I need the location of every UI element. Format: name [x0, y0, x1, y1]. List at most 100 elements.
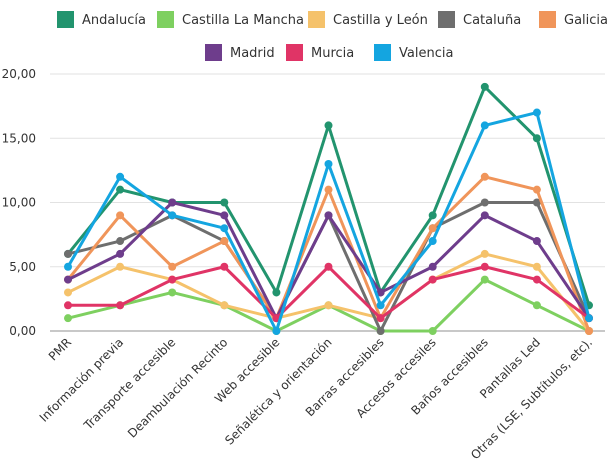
- data-point: [168, 288, 177, 297]
- data-point: [64, 249, 72, 258]
- data-point: [532, 301, 541, 310]
- data-point: [480, 198, 489, 207]
- data-point: [220, 301, 229, 310]
- data-point: [324, 159, 333, 168]
- data-point: [480, 262, 489, 271]
- data-point: [220, 224, 229, 233]
- legend-swatch: [308, 11, 325, 28]
- data-point: [532, 198, 541, 207]
- data-point: [64, 301, 72, 310]
- legend-label: Cataluña: [463, 13, 521, 28]
- data-point: [324, 262, 333, 271]
- data-point: [428, 237, 437, 246]
- data-point: [324, 121, 333, 130]
- legend-swatch: [286, 44, 303, 61]
- grid: [50, 73, 605, 332]
- data-point: [272, 327, 281, 335]
- data-point: [324, 185, 333, 194]
- y-tick-label: 5,00: [9, 260, 36, 274]
- data-point: [480, 121, 489, 130]
- data-point: [168, 275, 177, 284]
- data-point: [585, 327, 593, 335]
- data-point: [532, 108, 541, 117]
- data-point: [428, 327, 437, 335]
- x-tick-label: PMR: [46, 335, 74, 363]
- data-point: [480, 82, 489, 91]
- data-point: [324, 211, 333, 220]
- legend-item: Castilla La Mancha: [157, 11, 304, 28]
- data-point: [585, 314, 593, 323]
- legend-label: Galicia: [564, 13, 608, 28]
- legend-item: Valencia: [374, 44, 453, 61]
- data-point: [220, 237, 229, 246]
- data-point: [428, 211, 437, 220]
- y-tick-label: 10,00: [2, 196, 36, 210]
- legend-item: Murcia: [286, 44, 354, 61]
- data-point: [376, 314, 385, 323]
- data-point: [480, 275, 489, 284]
- legend-swatch: [205, 44, 222, 61]
- legend-item: Galicia: [539, 11, 608, 28]
- data-point: [376, 327, 385, 335]
- data-point: [116, 237, 125, 246]
- data-point: [532, 275, 541, 284]
- data-point: [116, 262, 125, 271]
- legend-swatch: [539, 11, 556, 28]
- data-point: [480, 172, 489, 181]
- legend-swatch: [374, 44, 391, 61]
- series-valencia: [64, 108, 593, 335]
- legend-swatch: [57, 11, 74, 28]
- x-tick-label: Señalética y orientación: [222, 335, 334, 447]
- data-point: [480, 249, 489, 258]
- data-point: [376, 288, 385, 297]
- data-point: [116, 185, 125, 194]
- data-point: [64, 288, 72, 297]
- x-tick-label: Transporte accesible: [80, 335, 178, 433]
- legend-label: Andalucía: [82, 13, 146, 28]
- data-point: [324, 301, 333, 310]
- legend-swatch: [438, 11, 455, 28]
- data-point: [116, 301, 125, 310]
- data-point: [64, 314, 72, 323]
- data-point: [532, 237, 541, 246]
- legend: Andalucía Castilla La Mancha Castilla y Le…: [57, 11, 608, 61]
- data-point: [168, 198, 177, 207]
- data-point: [168, 211, 177, 220]
- x-tick-label: Deambulación Recinto: [125, 335, 230, 440]
- data-point: [272, 288, 281, 297]
- data-point: [428, 262, 437, 271]
- legend-item: Andalucía: [57, 11, 146, 28]
- y-tick-label: 20,00: [2, 67, 36, 81]
- data-point: [64, 262, 72, 271]
- data-point: [116, 249, 125, 258]
- legend-label: Castilla La Mancha: [182, 13, 304, 28]
- y-axis: 0,00 5,00 10,00 15,00 20,00: [2, 67, 36, 338]
- legend-label: Madrid: [230, 46, 275, 61]
- data-point: [532, 134, 541, 143]
- legend-label: Murcia: [311, 46, 354, 61]
- data-point: [532, 185, 541, 194]
- data-point: [428, 275, 437, 284]
- legend-item: Castilla y León: [308, 11, 428, 28]
- data-point: [168, 262, 177, 271]
- legend-label: Valencia: [399, 46, 453, 61]
- series-madrid: [64, 198, 593, 323]
- data-point: [428, 224, 437, 233]
- data-point: [376, 301, 385, 310]
- series-galicia: [64, 172, 593, 335]
- legend-item: Cataluña: [438, 11, 521, 28]
- data-point: [532, 262, 541, 271]
- legend-label: Castilla y León: [333, 13, 428, 28]
- data-point: [116, 172, 125, 181]
- y-tick-label: 15,00: [2, 131, 36, 145]
- data-point: [480, 211, 489, 220]
- data-point: [220, 198, 229, 207]
- data-point: [64, 275, 72, 284]
- legend-swatch: [157, 11, 174, 28]
- data-point: [220, 262, 229, 271]
- series-lines: [64, 82, 593, 335]
- data-point: [220, 211, 229, 220]
- data-point: [116, 211, 125, 220]
